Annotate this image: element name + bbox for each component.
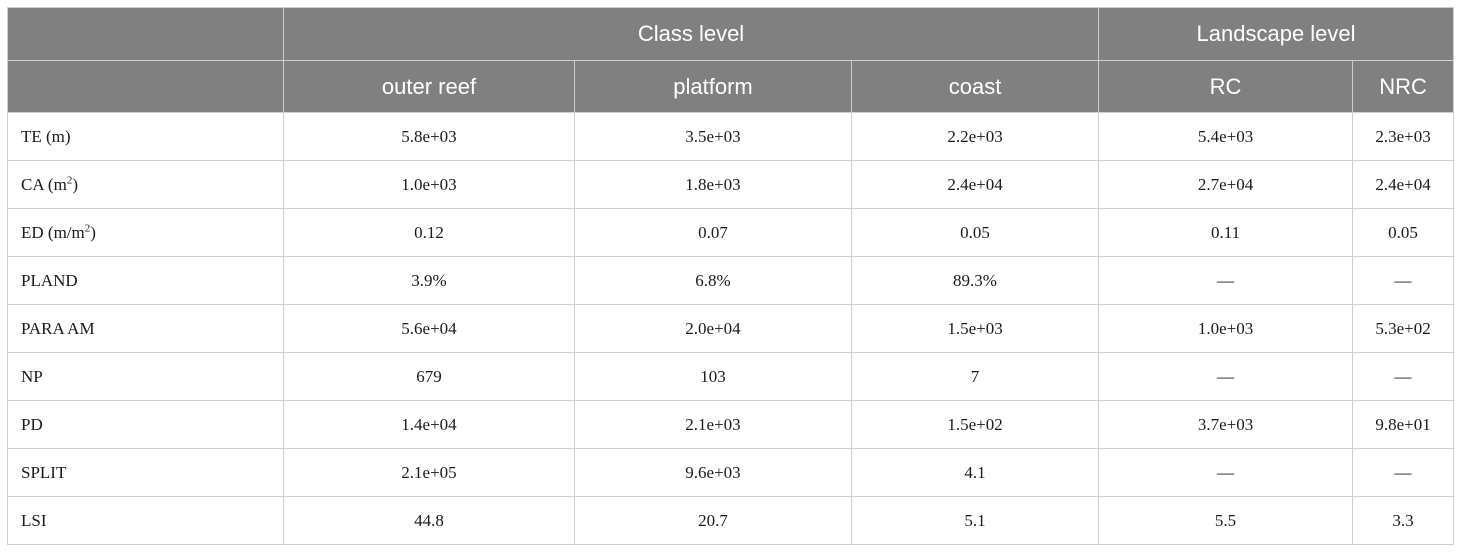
value-cell: 9.8e+01 — [1352, 400, 1455, 449]
metric-label: LSI — [7, 496, 284, 545]
value-cell: — — [1352, 352, 1455, 401]
value-cell: — — [1352, 448, 1455, 497]
table-body: TE (m) 5.8e+03 3.5e+03 2.2e+03 5.4e+03 2… — [7, 112, 1455, 545]
header-corner-cell — [7, 60, 284, 113]
table-header: Class level Landscape level outer reef p… — [7, 7, 1455, 113]
value-cell: 1.8e+03 — [574, 160, 852, 209]
metric-label: PLAND — [7, 256, 284, 305]
metric-label: SPLIT — [7, 448, 284, 497]
value-cell: — — [1098, 352, 1354, 401]
value-cell: 7 — [850, 352, 1100, 401]
table-row: ED (m/m2) 0.12 0.07 0.05 0.11 0.05 — [7, 208, 1455, 257]
value-cell: 2.0e+04 — [574, 304, 852, 353]
value-cell: 5.4e+03 — [1098, 112, 1354, 161]
table-row: LSI 44.8 20.7 5.1 5.5 3.3 — [7, 496, 1455, 545]
value-cell: 5.1 — [850, 496, 1100, 545]
value-cell: 3.7e+03 — [1098, 400, 1354, 449]
column-header-coast: coast — [850, 60, 1100, 113]
table-row: PLAND 3.9% 6.8% 89.3% — — — [7, 256, 1455, 305]
header-corner-cell — [7, 7, 284, 61]
value-cell: — — [1098, 448, 1354, 497]
value-cell: 4.1 — [850, 448, 1100, 497]
metric-label-tail: ) — [72, 174, 78, 194]
metric-label: PARA AM — [7, 304, 284, 353]
value-cell: 9.6e+03 — [574, 448, 852, 497]
value-cell: — — [1098, 256, 1354, 305]
table-row: TE (m) 5.8e+03 3.5e+03 2.2e+03 5.4e+03 2… — [7, 112, 1455, 161]
value-cell: 3.5e+03 — [574, 112, 852, 161]
value-cell: 20.7 — [574, 496, 852, 545]
value-cell: 2.7e+04 — [1098, 160, 1354, 209]
table-row: NP 679 103 7 — — — [7, 352, 1455, 401]
value-cell: 1.0e+03 — [283, 160, 575, 209]
header-group-landscape-level: Landscape level — [1098, 7, 1455, 61]
value-cell: 103 — [574, 352, 852, 401]
value-cell: 0.05 — [850, 208, 1100, 257]
column-header-nrc: NRC — [1352, 60, 1455, 113]
value-cell: 3.9% — [283, 256, 575, 305]
landscape-metrics-table: Class level Landscape level outer reef p… — [7, 7, 1455, 545]
value-cell: 2.1e+03 — [574, 400, 852, 449]
metric-label-superscript: 2 — [84, 221, 91, 234]
metric-label: PD — [7, 400, 284, 449]
table-row: PARA AM 5.6e+04 2.0e+04 1.5e+03 1.0e+03 … — [7, 304, 1455, 353]
metric-label: NP — [7, 352, 284, 401]
value-cell: — — [1352, 256, 1455, 305]
value-cell: 5.5 — [1098, 496, 1354, 545]
value-cell: 1.4e+04 — [283, 400, 575, 449]
value-cell: 44.8 — [283, 496, 575, 545]
value-cell: 2.1e+05 — [283, 448, 575, 497]
value-cell: 0.11 — [1098, 208, 1354, 257]
value-cell: 2.4e+04 — [850, 160, 1100, 209]
value-cell: 5.8e+03 — [283, 112, 575, 161]
column-header-outer-reef: outer reef — [283, 60, 575, 113]
value-cell: 3.3 — [1352, 496, 1455, 545]
metric-label-base: CA (m — [21, 174, 67, 194]
value-cell: 0.05 — [1352, 208, 1455, 257]
value-cell: 1.5e+02 — [850, 400, 1100, 449]
metric-label-tail: ) — [90, 222, 96, 242]
value-cell: 0.07 — [574, 208, 852, 257]
value-cell: 2.4e+04 — [1352, 160, 1455, 209]
metric-label: TE (m) — [7, 112, 284, 161]
value-cell: 5.3e+02 — [1352, 304, 1455, 353]
value-cell: 1.5e+03 — [850, 304, 1100, 353]
metric-label: CA (m2) — [7, 160, 284, 209]
column-header-rc: RC — [1098, 60, 1354, 113]
table-row: SPLIT 2.1e+05 9.6e+03 4.1 — — — [7, 448, 1455, 497]
value-cell: 1.0e+03 — [1098, 304, 1354, 353]
column-header-platform: platform — [574, 60, 852, 113]
value-cell: 2.3e+03 — [1352, 112, 1455, 161]
header-group-class-level: Class level — [282, 7, 1100, 61]
value-cell: 89.3% — [850, 256, 1100, 305]
metric-label-base: ED (m/m — [21, 222, 85, 242]
table-row: PD 1.4e+04 2.1e+03 1.5e+02 3.7e+03 9.8e+… — [7, 400, 1455, 449]
value-cell: 5.6e+04 — [283, 304, 575, 353]
value-cell: 0.12 — [283, 208, 575, 257]
value-cell: 679 — [283, 352, 575, 401]
metric-label: ED (m/m2) — [7, 208, 284, 257]
value-cell: 2.2e+03 — [850, 112, 1100, 161]
metric-label-superscript: 2 — [66, 173, 73, 186]
table-row: CA (m2) 1.0e+03 1.8e+03 2.4e+04 2.7e+04 … — [7, 160, 1455, 209]
value-cell: 6.8% — [574, 256, 852, 305]
